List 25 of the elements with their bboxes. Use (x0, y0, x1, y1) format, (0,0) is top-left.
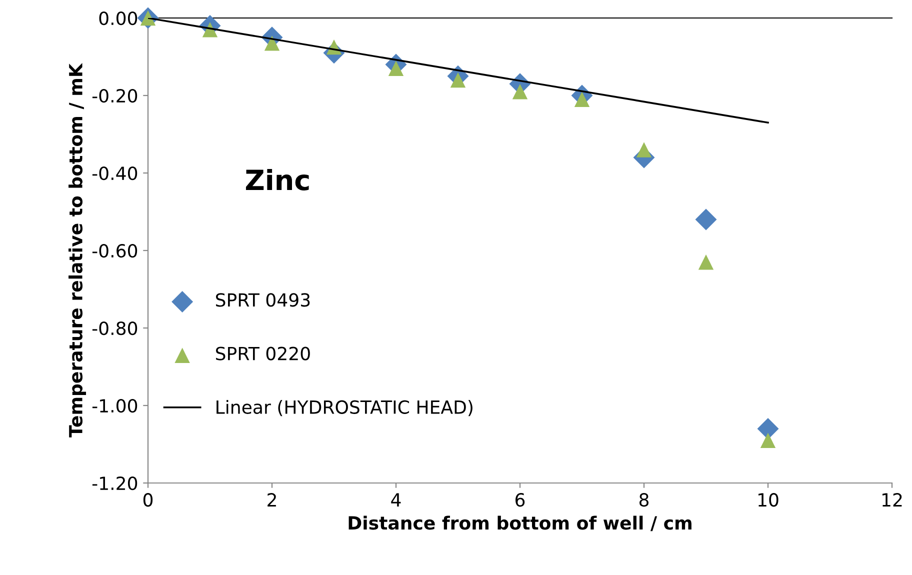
y-tick-label: 0.00 (99, 11, 138, 26)
y-tick-label: -1.00 (92, 398, 138, 413)
point (512, 84, 528, 100)
point (698, 254, 714, 270)
x-tick-label: 10 (758, 493, 778, 507)
point (760, 432, 776, 448)
x-tick-label: 12 (882, 493, 902, 506)
legend-label: SPRT 0220 (216, 346, 310, 360)
y-tick-label: -0.20 (92, 88, 138, 103)
point (636, 142, 652, 158)
x-tick-label: 6 (516, 493, 525, 507)
y-tick-label: -0.40 (92, 166, 138, 180)
point (695, 208, 717, 230)
x-tick-label: 4 (391, 493, 401, 506)
legend-label: Linear (HYDROSTATIC HEAD) (216, 400, 472, 416)
y-tick-label: -1.20 (92, 476, 138, 490)
x-tick-label: 8 (639, 493, 649, 507)
legend-label: SPRT 0493 (216, 293, 310, 307)
y-tick-label: -0.60 (92, 244, 138, 258)
x-axis-title: Distance from bottom of well / cm (348, 516, 692, 532)
y-axis-title: Temperature relative to bottom / mK (68, 63, 86, 438)
y-tick-label: -0.80 (92, 321, 138, 336)
x-tick-label: 0 (143, 493, 153, 507)
x-tick-label: 2 (268, 493, 276, 506)
annotation: Zinc (246, 168, 309, 190)
